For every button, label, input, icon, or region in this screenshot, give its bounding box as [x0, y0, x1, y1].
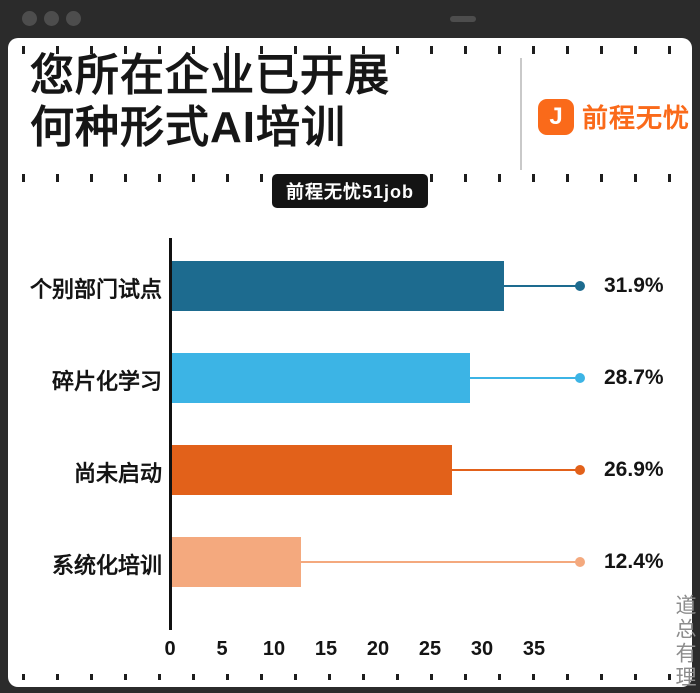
page-title: 您所在企业已开展 何种形式AI培训	[30, 50, 390, 154]
leader-line	[470, 377, 580, 379]
51job-logo-icon: J	[538, 98, 574, 135]
window-control-dot	[22, 11, 37, 26]
window-control-dash	[450, 16, 476, 22]
header-divider	[520, 58, 522, 170]
leader-line	[300, 561, 580, 563]
page-title-line2: 何种形式AI培训	[30, 102, 346, 152]
bar	[172, 537, 301, 587]
bar	[172, 261, 504, 311]
window-control-dot	[44, 11, 59, 26]
perforation-top	[22, 46, 678, 54]
y-axis-line	[169, 238, 172, 630]
window-control-dot	[66, 11, 81, 26]
brand-logo: J 前程无忧	[538, 98, 690, 135]
category-label: 碎片化学习	[51, 369, 162, 394]
x-tick-label: 15	[314, 638, 338, 660]
x-tick-label: 30	[470, 638, 494, 660]
leader-line	[451, 469, 580, 471]
x-tick-label: 0	[164, 638, 176, 660]
value-dot	[575, 373, 585, 383]
x-tick-label: 20	[366, 638, 390, 660]
value-dot	[575, 557, 585, 567]
x-tick-label: 5	[216, 638, 228, 660]
category-label: 系统化培训	[51, 553, 162, 578]
x-tick-label: 10	[262, 638, 286, 660]
brand-name: 前程无忧	[582, 103, 691, 133]
watermark: 道总有理	[673, 594, 696, 690]
source-badge: 前程无忧51job	[271, 174, 429, 208]
leader-line	[503, 285, 580, 287]
category-label: 个别部门试点	[29, 277, 162, 302]
page-title-line1: 您所在企业已开展	[30, 51, 390, 100]
value-label: 26.9%	[604, 458, 664, 481]
bar	[172, 353, 471, 403]
bar	[172, 445, 452, 495]
x-tick-label: 35	[522, 638, 546, 660]
value-label: 31.9%	[604, 274, 664, 297]
value-label: 28.7%	[604, 366, 664, 389]
category-label: 尚未启动	[73, 461, 162, 486]
value-label: 12.4%	[604, 550, 664, 573]
perforation-bottom	[22, 674, 678, 680]
value-dot	[575, 465, 585, 475]
value-dot	[575, 281, 585, 291]
x-tick-label: 25	[418, 638, 442, 660]
